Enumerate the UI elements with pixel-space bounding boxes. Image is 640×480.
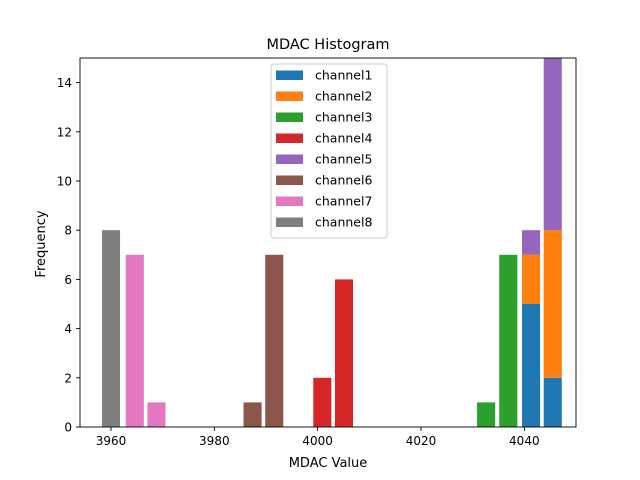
legend-box bbox=[270, 63, 388, 239]
legend-swatch-channel7 bbox=[276, 196, 303, 206]
legend-label-channel7: channel7 bbox=[315, 194, 372, 209]
legend-label-channel1: channel1 bbox=[315, 68, 372, 83]
bar-channel7 bbox=[147, 402, 166, 427]
y-tick-label: 10 bbox=[57, 175, 72, 189]
bar-channel8 bbox=[101, 230, 121, 427]
plot-frame bbox=[79, 57, 577, 428]
legend-label-channel5: channel5 bbox=[315, 152, 372, 167]
legend-swatch-channel6 bbox=[276, 175, 303, 185]
bar-channel5 bbox=[543, 58, 562, 231]
legend-label-channel3: channel3 bbox=[315, 110, 372, 125]
bar-channel3 bbox=[499, 254, 518, 427]
y-tick-label: 0 bbox=[64, 421, 72, 435]
y-axis-label: Frequency bbox=[34, 210, 49, 277]
bar-channel6 bbox=[243, 402, 262, 427]
y-tick-label: 2 bbox=[64, 371, 72, 385]
bar-channel2 bbox=[543, 230, 562, 378]
x-tick-label: 3960 bbox=[96, 434, 127, 448]
y-tick-label: 14 bbox=[57, 76, 72, 90]
ticks-layer: 3960 3980 4000 4020 4040 0 2 4 6 8 10 12 14 bbox=[57, 76, 540, 448]
x-tick-label: 4000 bbox=[302, 434, 333, 448]
bars-layer bbox=[101, 58, 562, 427]
legend-swatch-channel4 bbox=[276, 133, 303, 143]
legend-swatch-channel1 bbox=[276, 70, 303, 80]
legend-swatch-channel5 bbox=[276, 154, 303, 164]
axes-layer bbox=[79, 57, 577, 428]
bar-channel2 bbox=[522, 254, 541, 304]
legend-swatch-channel3 bbox=[276, 112, 303, 122]
bar-channel4 bbox=[334, 279, 354, 427]
x-tick-label: 4040 bbox=[509, 434, 540, 448]
y-tick-label: 6 bbox=[64, 273, 72, 287]
bar-channel4 bbox=[313, 377, 332, 427]
y-tick-label: 12 bbox=[57, 125, 72, 139]
legend-label-channel4: channel4 bbox=[315, 131, 372, 146]
legend-label-channel8: channel8 bbox=[315, 215, 372, 230]
x-axis-label: MDAC Value bbox=[289, 456, 368, 471]
legend-label-channel2: channel2 bbox=[315, 89, 372, 104]
bar-channel5 bbox=[522, 230, 541, 255]
bar-channel3 bbox=[477, 402, 496, 427]
x-tick-label: 3980 bbox=[199, 434, 230, 448]
bar-channel6 bbox=[265, 254, 284, 427]
bar-channel7 bbox=[125, 254, 144, 427]
legend-swatch-channel2 bbox=[276, 91, 303, 101]
bar-channel1 bbox=[522, 304, 541, 427]
y-tick-label: 4 bbox=[64, 322, 72, 336]
x-tick-label: 4020 bbox=[406, 434, 437, 448]
legend-label-channel6: channel6 bbox=[315, 173, 372, 188]
chart-title: MDAC Histogram bbox=[266, 37, 389, 53]
legend: channel1 channel2 channel3 channel4 channel5… bbox=[270, 63, 388, 239]
y-tick-label: 8 bbox=[64, 224, 72, 238]
legend-swatch-channel8 bbox=[276, 217, 303, 227]
bar-channel1 bbox=[543, 377, 562, 427]
